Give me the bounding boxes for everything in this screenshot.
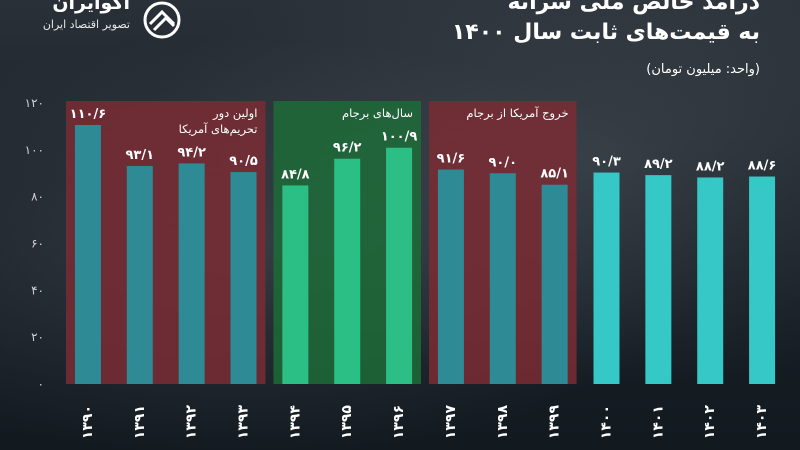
value-label: ۸۸/۲	[696, 159, 725, 174]
value-label: ۹۰/۰	[489, 155, 518, 170]
bar-3	[230, 172, 257, 384]
y-tick-label: ۸۰	[31, 190, 44, 204]
value-label: ۹۴/۲	[177, 145, 206, 160]
title-line-2: به قیمت‌های ثابت سال ۱۴۰۰	[451, 20, 760, 45]
category-label: ۱۳۹۶	[391, 405, 407, 439]
category-label: ۱۴۰۰	[599, 405, 615, 439]
period-band-label: خروج آمریکا از برجام	[466, 106, 568, 121]
category-label: ۱۳۹۸	[495, 405, 511, 440]
bar-1	[126, 165, 153, 384]
category-label: ۱۳۹۱	[132, 405, 148, 439]
category-label: ۱۳۹۰	[80, 405, 96, 439]
bar-5	[334, 158, 361, 384]
unit-label: (واحد: میلیون تومان)	[646, 62, 760, 77]
brand-tagline: تصویر اقتصاد ایران	[42, 18, 130, 31]
brand-logo: آکوایران تصویر اقتصاد ایران	[12, 0, 202, 45]
bar-0	[74, 125, 101, 385]
chart-title: درآمد خالص ملی سرانه به قیمت‌های ثابت سا…	[360, 0, 760, 48]
category-label: ۱۴۰۱	[650, 405, 666, 439]
value-label: ۹۰/۵	[229, 154, 258, 169]
category-label: ۱۳۹۵	[339, 405, 355, 440]
brand-mark-icon	[143, 1, 181, 39]
category-label: ۱۳۹۴	[287, 405, 303, 440]
value-label: ۱۰۰/۹	[381, 130, 418, 145]
bar-11	[645, 175, 672, 384]
title-line-1: درآمد خالص ملی سرانه	[507, 0, 760, 15]
y-tick-label: ۱۰۰	[25, 143, 44, 157]
bar-6	[386, 147, 413, 384]
category-label: ۱۴۰۳	[754, 405, 770, 440]
value-label: ۸۵/۱	[540, 167, 569, 182]
period-band-label: سال‌های برجام	[342, 106, 413, 121]
value-label: ۱۱۰/۶	[70, 107, 107, 122]
y-tick-label: ۴۰	[31, 283, 44, 297]
y-tick-label: ۶۰	[31, 237, 44, 251]
y-tick-label: ۱۲۰	[25, 96, 44, 110]
value-label: ۹۳/۱	[126, 148, 155, 163]
value-label: ۹۶/۲	[333, 141, 362, 156]
category-label: ۱۳۹۷	[443, 405, 459, 440]
period-band-label: اولین دور	[212, 106, 257, 121]
category-label: ۱۳۹۲	[184, 405, 200, 440]
bar-4	[282, 185, 309, 384]
value-label: ۸۴/۸	[281, 167, 310, 182]
y-tick-label: ۲۰	[31, 330, 44, 344]
bar-12	[697, 177, 724, 384]
category-label: ۱۳۹۳	[236, 405, 252, 440]
bar-13	[749, 176, 776, 384]
category-label: ۱۴۰۲	[702, 405, 718, 440]
value-label: ۹۰/۳	[592, 155, 621, 170]
bar-9	[541, 184, 568, 384]
bar-2	[178, 163, 205, 384]
brand-name: آکوایران	[52, 0, 130, 14]
value-label: ۸۹/۲	[644, 157, 673, 172]
bar-8	[489, 173, 516, 384]
bar-10	[593, 172, 620, 384]
bar-7	[437, 169, 464, 384]
period-band-label: تحریم‌های آمریکا	[179, 122, 258, 137]
value-label: ۹۱/۶	[437, 152, 466, 167]
category-label: ۱۳۹۹	[547, 405, 563, 440]
value-label: ۸۸/۶	[748, 159, 777, 174]
y-tick-label: ۰	[38, 377, 44, 391]
